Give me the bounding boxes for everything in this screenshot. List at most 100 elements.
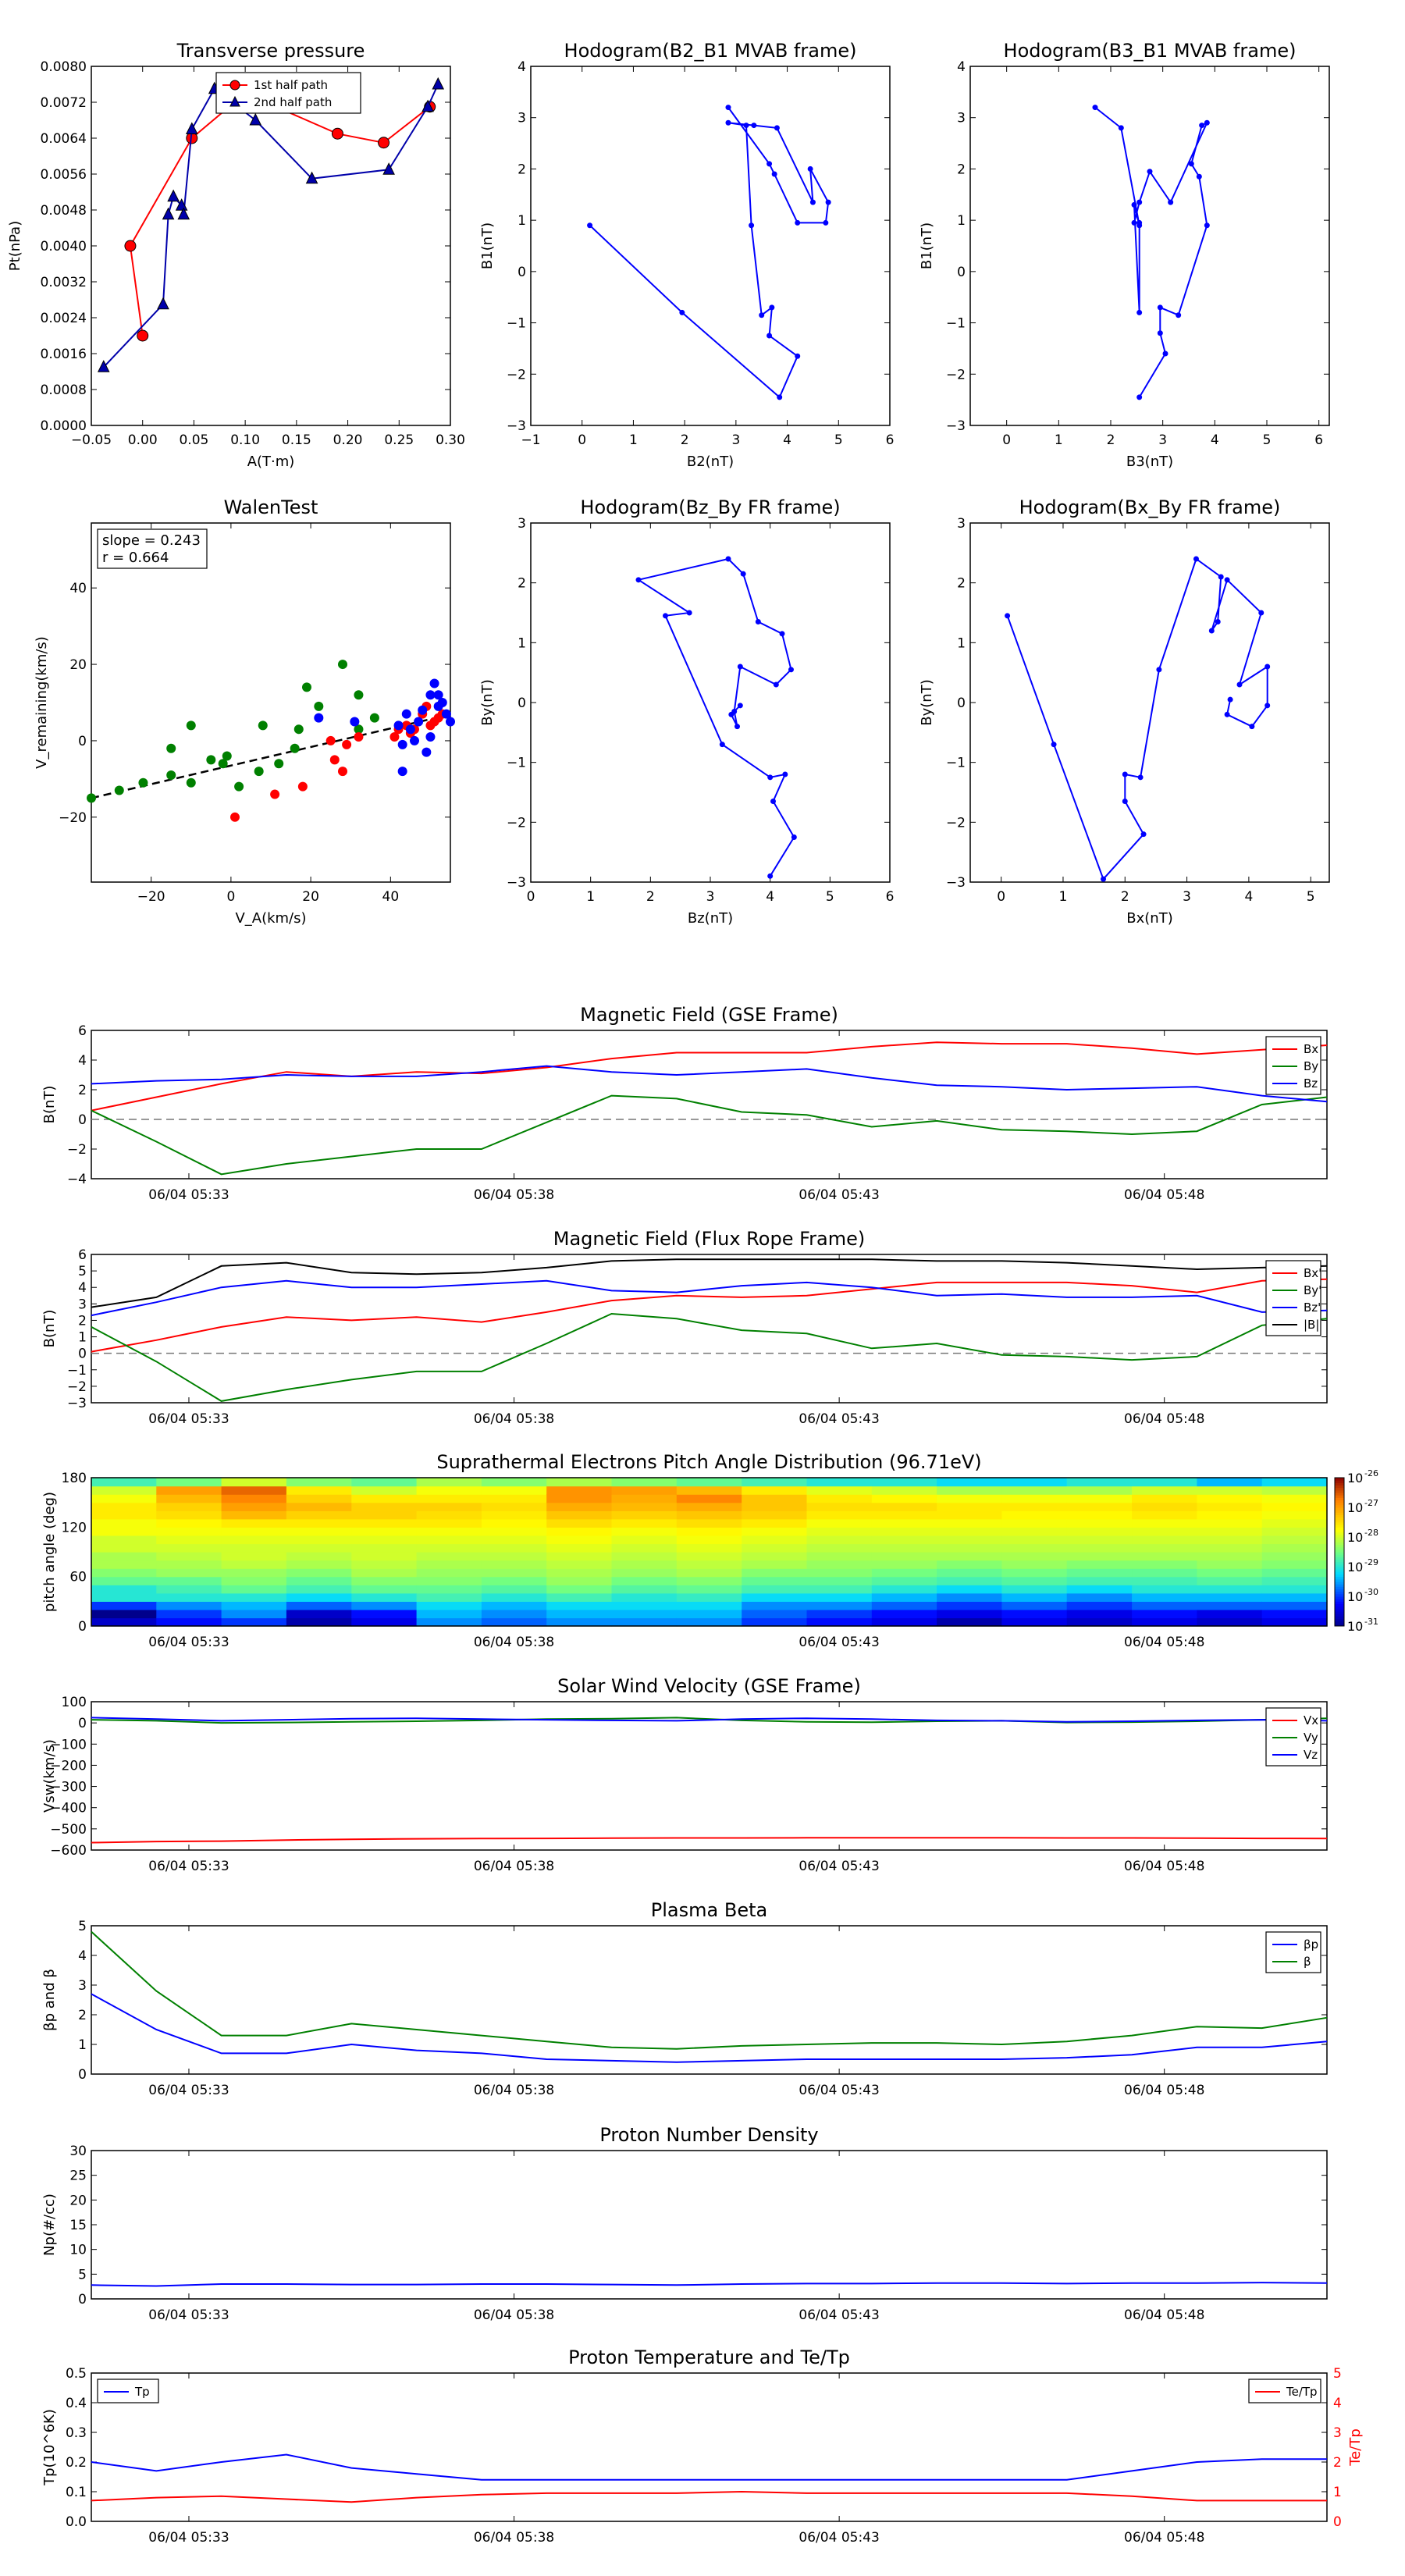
y-tick-label: −2: [507, 367, 526, 382]
heatmap-cell: [221, 1601, 287, 1610]
heatmap-cell: [91, 1502, 157, 1511]
heatmap-cell: [1261, 1552, 1328, 1561]
heatmap-cell: [1066, 1510, 1133, 1520]
colorbar-segment: [1335, 1519, 1344, 1523]
y-tick-label: 2: [78, 1083, 87, 1098]
time-tick-label: 06/04 05:33: [148, 1859, 229, 1874]
plot-frame: [91, 2150, 1328, 2300]
heatmap-cell: [286, 1494, 352, 1503]
y-tick-label: 20: [69, 657, 87, 673]
heatmap-cell: [937, 1552, 1002, 1561]
y-tick-label: 0.0032: [41, 275, 87, 290]
y-axis-label: pitch angle (deg): [41, 1492, 58, 1612]
chart-hodogram-bz-by: Hodogram(Bz_By FR frame) −3 −2 −1 0 1 2 3 0 1 2 3 4 5…: [479, 496, 894, 927]
heatmap-cell: [871, 1568, 937, 1578]
heatmap-cell: [221, 1485, 287, 1495]
heatmap-cell: [676, 1592, 742, 1602]
data-point: [725, 119, 731, 126]
colorbar-segment: [1335, 1517, 1344, 1521]
colorbar-tick-label: 10: [1347, 1619, 1363, 1634]
data-point: [740, 571, 746, 577]
heatmap-cell: [1132, 1494, 1197, 1503]
heatmap-cell: [546, 1617, 613, 1627]
heatmap-cell: [937, 1478, 1002, 1487]
heatmap-cell: [91, 1494, 157, 1503]
y-tick-label: 6: [78, 1023, 87, 1039]
series-line-Bz: [91, 1065, 1328, 1103]
heatmap-cell: [416, 1518, 482, 1528]
data-point: [305, 171, 318, 184]
colorbar-segment: [1335, 1589, 1344, 1592]
colorbar-segment: [1335, 1544, 1344, 1548]
heatmap-cell: [806, 1543, 873, 1553]
heatmap-cell: [1197, 1560, 1263, 1569]
colorbar-segment: [1335, 1529, 1344, 1533]
y-tick-label: −600: [50, 1843, 87, 1859]
data-point: [1140, 831, 1147, 838]
y-tick-label: 0.0024: [41, 311, 87, 326]
heatmap-cell: [286, 1552, 352, 1561]
heatmap-cell: [1197, 1592, 1263, 1602]
heatmap-cell: [286, 1543, 352, 1553]
colorbar-segment: [1335, 1571, 1344, 1574]
scatter-point: [206, 755, 216, 765]
heatmap-cell: [1132, 1601, 1197, 1610]
y-tick-label: −1: [507, 316, 526, 332]
data-point: [725, 556, 731, 562]
heatmap-cell: [221, 1552, 287, 1561]
annotation-box: [97, 528, 208, 569]
data-point: [767, 873, 774, 879]
y-tick-label: −4: [67, 1172, 87, 1187]
heatmap-cell: [416, 1609, 482, 1619]
time-tick-label: 06/04 05:48: [1124, 1411, 1204, 1427]
data-point: [1196, 173, 1202, 180]
scatter-point: [329, 755, 340, 765]
heatmap-cell: [351, 1552, 418, 1561]
colorbar-segment: [1335, 1514, 1344, 1518]
y-tick-label: 0.0064: [41, 131, 87, 147]
heatmap-cell: [806, 1510, 873, 1520]
heatmap-cell: [1132, 1617, 1197, 1627]
heatmap-cell: [546, 1568, 613, 1578]
heatmap-cell: [91, 1609, 157, 1619]
heatmap-cell: [1132, 1527, 1197, 1536]
heatmap-cell: [91, 1560, 157, 1569]
heatmap-cell: [351, 1560, 418, 1569]
heatmap-cell: [546, 1543, 613, 1553]
data-point: [1204, 119, 1210, 126]
data-point: [663, 613, 668, 619]
time-tick-label: 06/04 05:38: [474, 1635, 554, 1650]
colorbar-segment: [1335, 1493, 1344, 1496]
y-tick-label: 5: [78, 2267, 87, 2282]
data-point: [755, 619, 761, 624]
y-tick-label: 100: [62, 1695, 87, 1710]
scatter-point: [425, 732, 436, 742]
heatmap-cell: [1261, 1502, 1328, 1511]
y-tick-label: −1: [67, 1363, 87, 1379]
series-line-Vy: [91, 1717, 1328, 1724]
y-tick-label: 0.0008: [41, 382, 87, 398]
data-point: [749, 222, 755, 229]
data-point: [1147, 169, 1153, 175]
heatmap-cell: [806, 1592, 873, 1602]
scatter-point: [270, 789, 280, 799]
heatmap-cell: [416, 1494, 482, 1503]
heatmap-cell: [1197, 1568, 1263, 1578]
data-point: [162, 207, 175, 220]
y-tick-label: 0: [78, 1619, 87, 1635]
y-tick-label: 0: [78, 1347, 87, 1362]
plot-frame: [91, 1030, 1328, 1179]
series-line-0: [589, 107, 830, 399]
heatmap-cell: [351, 1585, 418, 1594]
y-tick-label: 180: [62, 1471, 87, 1486]
heatmap-cell: [611, 1527, 678, 1536]
y-tick-label: 3: [518, 516, 526, 532]
scatter-point: [166, 743, 176, 753]
legend-entry: Vy: [1304, 1731, 1318, 1745]
heatmap-cell: [1132, 1510, 1197, 1520]
y-axis-label: Tp(10^6K): [41, 2409, 58, 2486]
heatmap-cell: [871, 1617, 937, 1627]
chart-hodogram-b2-b1: Hodogram(B2_B1 MVAB frame) −3 −2 −1 0 1 2 3 4 −1 0…: [479, 40, 894, 470]
y-tick-label: 60: [69, 1570, 87, 1585]
heatmap-cell: [546, 1552, 613, 1561]
